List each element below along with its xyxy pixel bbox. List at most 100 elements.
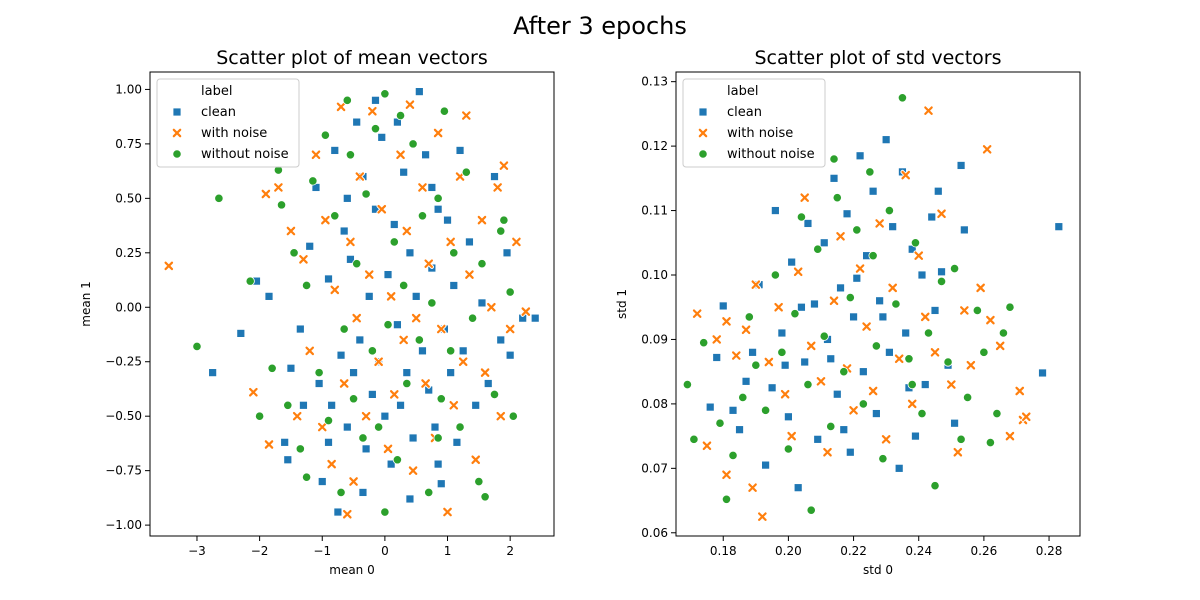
std-chart-point-with-noise	[799, 192, 810, 203]
mean-chart-y-tick-label: 0.50	[115, 191, 142, 205]
std-chart-point-with-noise	[959, 305, 970, 316]
mean-chart-point-clean	[490, 172, 499, 181]
std-chart-point-clean	[894, 463, 904, 473]
std-chart-point-clean	[819, 238, 829, 248]
mean-chart-y-tick-label: 0.00	[115, 300, 142, 314]
std-chart-y-tick-label: 0.07	[641, 461, 668, 475]
mean-chart-point-clean	[342, 422, 352, 432]
std-chart-point-without-noise	[936, 276, 947, 287]
mean-chart: Scatter plot of mean vectors −3 −2 −1 0 1 2 −…	[79, 47, 555, 577]
std-chart-point-without-noise	[832, 193, 842, 203]
mean-chart-xlabel: mean 0	[329, 563, 374, 577]
std-chart-point-clean	[858, 367, 868, 377]
std-chart-point-without-noise	[865, 167, 875, 177]
mean-chart-point-clean	[380, 411, 390, 421]
std-chart-point-without-noise	[770, 270, 780, 280]
mean-chart-point-without-noise	[336, 487, 346, 498]
std-chart-x-tick-label: 0.20	[775, 544, 802, 558]
std-chart-point-with-noise	[907, 398, 918, 410]
std-chart-point-clean	[875, 296, 885, 306]
mean-chart-point-without-noise	[374, 422, 384, 432]
std-chart-point-without-noise	[868, 251, 878, 261]
std-chart-point-with-noise	[721, 316, 732, 327]
mean-chart-point-without-noise	[314, 368, 324, 378]
mean-chart-point-clean	[411, 291, 421, 301]
std-chart-point-clean	[836, 283, 845, 293]
mean-chart-point-with-noise	[298, 254, 309, 265]
mean-chart-point-clean	[314, 379, 324, 388]
mean-chart-point-without-noise	[330, 211, 340, 221]
std-chart-point-without-noise	[852, 225, 862, 235]
mean-chart-point-clean	[505, 350, 515, 360]
mean-chart-point-clean	[455, 146, 465, 155]
mean-chart-point-clean	[336, 350, 346, 360]
mean-chart-point-with-noise	[354, 171, 366, 182]
std-chart-point-clean	[1054, 222, 1064, 232]
mean-chart-point-without-noise	[301, 472, 312, 482]
mean-chart-point-without-noise	[424, 487, 434, 498]
std-chart-point-clean	[839, 425, 849, 435]
mean-chart-legend: label clean with noise without noise	[156, 78, 300, 168]
std-chart-point-with-noise	[750, 279, 762, 290]
mean-chart-point-clean	[377, 132, 387, 142]
mean-chart-point-clean	[405, 248, 415, 258]
mean-chart-point-without-noise	[283, 400, 293, 410]
mean-chart-point-with-noise	[423, 258, 434, 269]
mean-chart-point-without-noise	[370, 124, 381, 134]
mean-chart-point-without-noise	[295, 444, 305, 454]
mean-chart-point-with-noise	[364, 269, 375, 280]
mean-chart-point-clean	[339, 226, 349, 236]
mean-chart-point-with-noise	[432, 127, 444, 139]
mean-chart-y-ticks: −1.00 −0.75 −0.50 −0.25 0.00 0.25 0.50 0.75 1.00	[105, 82, 150, 532]
std-chart-point-without-noise	[972, 305, 982, 316]
mean-chart-point-with-noise	[389, 389, 400, 400]
mean-chart-point-with-noise	[291, 410, 303, 422]
mean-chart-point-clean	[471, 400, 481, 410]
mean-chart-point-with-noise	[479, 367, 491, 378]
std-chart-marks	[682, 93, 1064, 522]
mean-chart-point-clean	[436, 479, 446, 489]
mean-chart-point-with-noise	[345, 236, 356, 248]
std-chart-point-with-noise	[880, 434, 892, 445]
mean-chart-point-without-noise	[214, 193, 224, 203]
mean-chart-point-clean	[458, 346, 468, 356]
std-chart-point-clean	[829, 173, 839, 183]
std-chart-point-clean	[871, 409, 881, 418]
mean-chart-x-ticks: −3 −2 −1 0 1 2	[188, 536, 514, 558]
mean-chart-point-with-noise	[248, 387, 259, 398]
std-chart-y-tick-label: 0.08	[641, 397, 668, 411]
std-chart-point-without-noise	[956, 434, 966, 444]
std-chart-legend-marker	[697, 127, 709, 139]
std-chart-point-clean	[797, 302, 806, 312]
mean-chart-ylabel: mean 1	[79, 281, 93, 326]
mean-chart-point-with-noise	[304, 345, 315, 357]
std-chart-point-without-noise	[751, 360, 761, 370]
std-chart-point-with-noise	[900, 169, 911, 181]
mean-chart-point-clean	[305, 241, 315, 251]
mean-chart-point-with-noise	[470, 454, 481, 465]
mean-chart-point-with-noise	[442, 506, 453, 518]
mean-chart-point-clean	[349, 368, 358, 378]
mean-chart-point-clean	[449, 281, 459, 290]
mean-chart-point-with-noise	[351, 312, 362, 324]
mean-chart-point-with-noise	[404, 99, 416, 110]
std-chart-point-without-noise	[979, 347, 989, 357]
std-chart-point-without-noise	[884, 205, 895, 216]
std-chart-y-tick-label: 0.06	[641, 526, 668, 540]
mean-chart-point-clean	[421, 150, 430, 160]
std-chart-legend-box	[682, 78, 826, 168]
mean-chart-point-without-noise	[367, 346, 377, 356]
std-chart-legend-entry: clean	[727, 105, 762, 120]
mean-chart-point-clean	[383, 270, 393, 279]
std-chart-point-clean	[793, 483, 803, 493]
mean-chart-point-without-noise	[480, 492, 490, 502]
std-chart-point-clean	[950, 418, 959, 428]
std-chart-point-without-noise	[904, 354, 914, 364]
mean-chart-point-with-noise	[511, 236, 522, 248]
std-chart-point-clean	[803, 219, 813, 228]
std-chart-point-without-noise	[910, 238, 921, 248]
std-chart-legend: label clean with noise without noise	[682, 78, 826, 168]
mean-chart-legend-marker	[171, 127, 183, 139]
mean-chart-point-without-noise	[508, 411, 518, 421]
mean-chart-point-clean	[430, 422, 440, 432]
